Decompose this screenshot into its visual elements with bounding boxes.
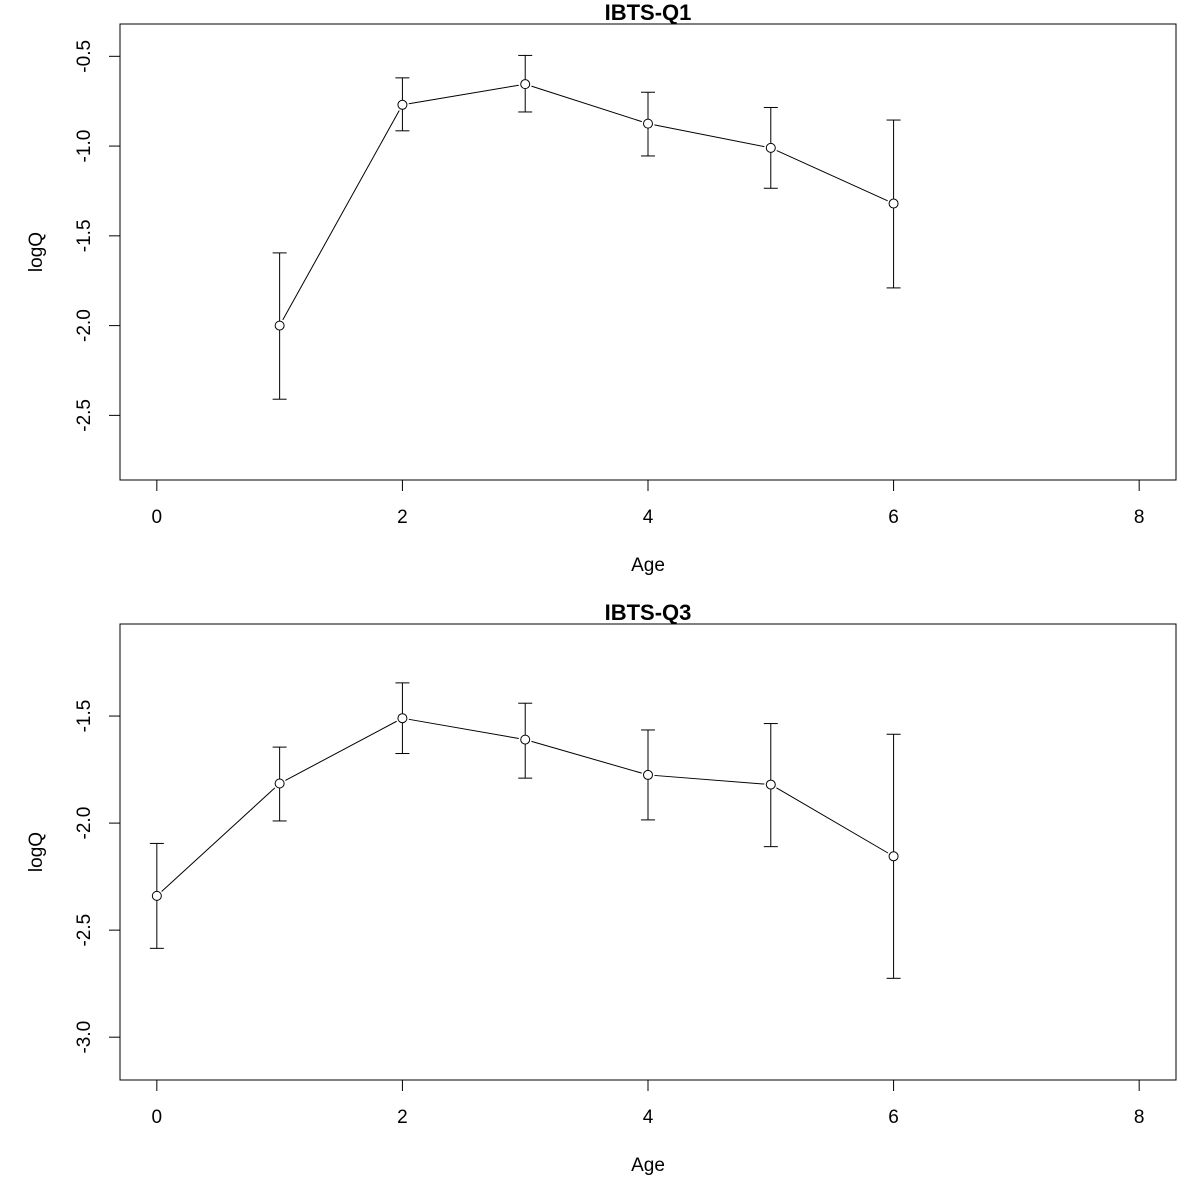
x-tick-label: 8	[1134, 507, 1145, 528]
series-line-segment	[408, 84, 519, 105]
data-point	[765, 779, 776, 790]
x-tick-label: 4	[643, 507, 654, 528]
series-line-segment	[654, 124, 765, 148]
x-tick-label: 6	[888, 507, 899, 528]
x-tick-label: 6	[888, 1107, 899, 1128]
series-line-segment	[408, 718, 519, 739]
y-tick-label: -2.0	[74, 309, 95, 342]
y-tick-label: -0.5	[74, 40, 95, 73]
x-axis-label: Age	[631, 1155, 665, 1176]
x-tick-label: 0	[152, 507, 163, 528]
chart-title: IBTS-Q1	[605, 0, 692, 25]
data-point	[520, 79, 531, 90]
series-line-segment	[654, 774, 765, 785]
x-tick-label: 4	[643, 1107, 654, 1128]
y-tick-label: -3.0	[74, 1021, 95, 1054]
data-point	[643, 118, 653, 129]
data-point	[643, 769, 653, 780]
data-point	[397, 713, 408, 724]
y-tick-label: -1.5	[74, 700, 95, 733]
series-line-segment	[531, 740, 642, 774]
y-tick-label: -1.0	[74, 130, 95, 163]
y-tick-label: -2.5	[74, 399, 95, 432]
data-point	[765, 142, 776, 153]
x-tick-label: 0	[152, 1107, 163, 1128]
series-line-segment	[776, 787, 889, 854]
y-axis-label: logQ	[26, 232, 47, 272]
panel-ibts-q1: IBTS-Q1 0 2 4 6 8 Age -0.5 -1.0 -1.5 -2.0 -2.5 logQ	[26, 0, 1177, 576]
data-point	[274, 778, 285, 789]
series-line-segment	[776, 150, 888, 202]
x-axis-label: Age	[631, 555, 665, 576]
data-point	[274, 320, 285, 331]
x-tick-label: 2	[397, 507, 408, 528]
chart-title: IBTS-Q3	[605, 600, 692, 625]
data-point	[397, 99, 408, 110]
series-line-segment	[282, 110, 400, 321]
data-point	[888, 198, 899, 209]
y-tick-label: -2.0	[74, 807, 95, 840]
y-axis-label: logQ	[26, 832, 47, 872]
data-point	[888, 851, 899, 862]
y-tick-label: -2.5	[74, 914, 95, 947]
panel-ibts-q3: IBTS-Q3 0 2 4 6 8 Age -1.5 -2.0 -2.5 -3.0 logQ	[26, 600, 1177, 1176]
x-tick-label: 8	[1134, 1107, 1145, 1128]
plot-frame	[119, 623, 1177, 1081]
series-line-segment	[285, 720, 397, 781]
series-line-segment	[531, 85, 642, 123]
data-point	[151, 890, 162, 901]
y-tick-label: -1.5	[74, 219, 95, 252]
x-tick-label: 2	[397, 1107, 408, 1128]
series-line-segment	[161, 787, 276, 892]
data-point	[520, 734, 531, 745]
